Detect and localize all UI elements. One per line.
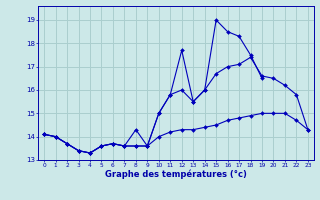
X-axis label: Graphe des températures (°c): Graphe des températures (°c) <box>105 170 247 179</box>
